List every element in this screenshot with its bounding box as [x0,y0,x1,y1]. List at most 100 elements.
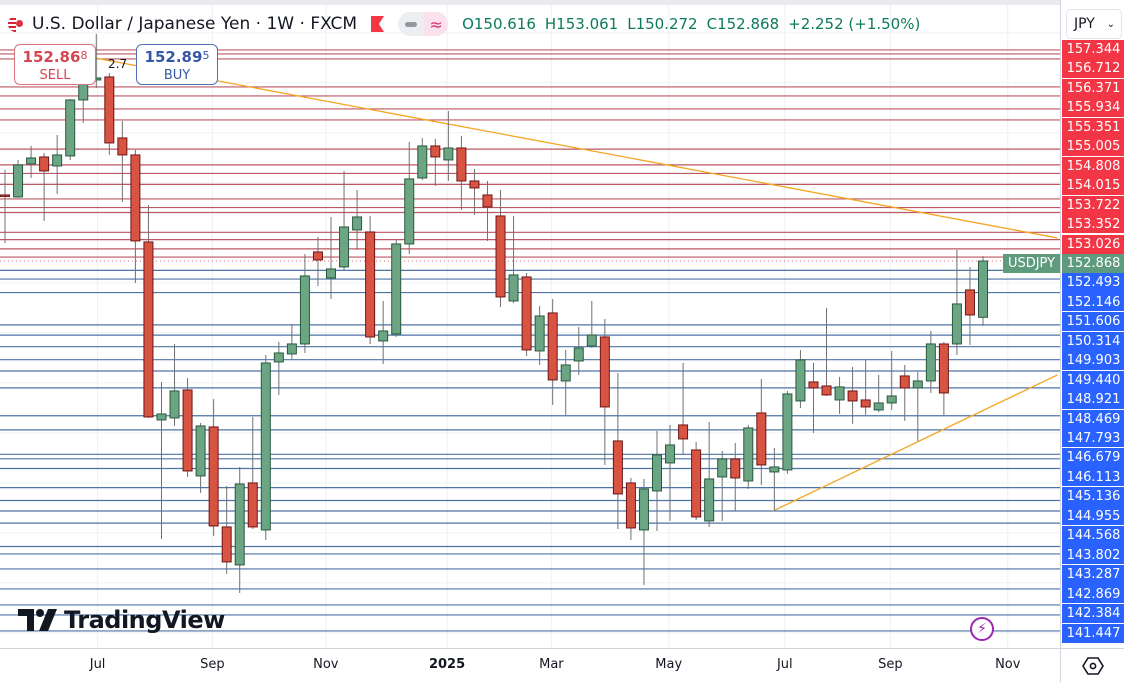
candle-down [730,458,741,479]
chevron-down-icon: ⌄ [1106,18,1115,30]
candle-down [821,385,832,396]
candle-up [195,425,206,477]
candle-up [65,99,76,157]
candle-up [665,444,676,464]
candle-down [430,145,441,158]
time-axis-label: Jul [89,657,106,672]
candle-down [247,482,258,528]
currency-dropdown[interactable]: JPY ⌄ [1066,9,1122,39]
indicator-toggle-pill[interactable]: ≈ [398,12,449,36]
close-value: C152.868 [706,15,780,33]
tradingview-logo[interactable]: TradingView [18,606,225,634]
candle-up [795,359,806,402]
candle-down [521,276,532,351]
candle-up [299,275,310,345]
candle-down [104,76,115,144]
chart-settings-button[interactable] [1060,648,1124,682]
time-axis[interactable]: Jul Sep Nov 2025 Mar May Jul Sep Nov [0,648,1060,682]
candle-up [391,243,402,335]
candle-down [39,156,50,172]
candle-up [925,343,936,382]
time-axis-label: Nov [313,657,339,672]
us-japan-flag-icon [8,16,24,32]
candle-up [717,458,728,478]
candle-down [0,194,10,197]
support-price-label: 145.136 [1062,487,1124,507]
candle-up [508,274,519,302]
low-value: L150.272 [627,15,698,33]
candle-down [547,312,558,381]
candle-down [117,137,128,156]
support-price-label: 146.113 [1062,467,1124,488]
resistance-price-label: 156.712 [1062,59,1124,79]
candle-up [912,380,923,389]
currency-value: JPY [1074,16,1095,32]
sell-button[interactable]: 152.868 SELL [14,44,96,85]
lightning-icon[interactable]: ⚡ [970,617,994,641]
candle-up [573,347,584,362]
buy-price: 152.89 [144,48,203,66]
time-axis-label: Nov [995,657,1021,672]
support-price-label: 149.903 [1062,351,1124,371]
candle-down [456,147,467,182]
minus-icon[interactable] [398,12,425,36]
buy-price-pip: 5 [202,49,210,62]
support-price-label: 144.955 [1062,506,1124,527]
candle-down [756,412,767,466]
tradingview-logo-icon [18,609,57,631]
candle-up [352,216,363,231]
support-price-label: 141.447 [1062,623,1124,643]
support-price-label: 143.802 [1062,545,1124,566]
resistance-price-label: 157.344 [1062,40,1124,60]
candle-up [782,393,793,471]
support-price-label: 143.287 [1062,565,1124,585]
candle-up [560,364,571,382]
candle-up [886,395,897,404]
candlestick-chart[interactable] [0,5,1060,648]
time-axis-label: Mar [539,657,564,672]
current-price-label: 152.868 [1062,253,1124,274]
candle-down [964,289,975,316]
support-price-label: 150.314 [1062,331,1124,352]
candle-down [469,180,480,189]
candle-down [482,194,493,208]
symbol-price-tag: USDJPY [1003,254,1060,273]
price-axis[interactable]: JPY ⌄ 157.344 156.712 156.371 155.934 155.35… [1060,0,1124,648]
resistance-price-label: 153.026 [1062,234,1124,254]
candle-up [834,386,845,401]
time-axis-label: May [655,657,683,672]
support-price-label: 146.679 [1062,448,1124,468]
change-value: +2.252 (+1.50%) [788,15,921,33]
sell-price: 152.86 [22,48,81,66]
symbol-header: U.S. Dollar / Japanese Yen · 1W · FXCM ≈… [8,11,920,37]
candle-down [599,336,610,408]
spread-value: 2.7 [108,57,128,71]
candle-up [156,413,167,421]
support-price-label: 147.793 [1062,429,1124,449]
candle-down [860,399,871,408]
buy-label: BUY [163,68,191,83]
candle-down [938,343,949,394]
approx-equal-icon[interactable]: ≈ [424,12,449,36]
trendline [94,57,1058,239]
support-price-label: 142.384 [1062,604,1124,624]
time-axis-label: 2025 [428,657,466,672]
time-axis-label: Jul [776,657,793,672]
candle-up [52,154,63,167]
support-price-label: 148.469 [1062,409,1124,429]
candle-down [182,389,193,472]
candle-up [704,478,715,522]
chart-pane[interactable] [0,5,1060,648]
candle-up [769,466,780,473]
candle-up [378,330,389,342]
candle-up [13,164,24,198]
buy-button[interactable]: 152.895 BUY [136,44,218,85]
support-price-label: 149.440 [1062,370,1124,391]
candle-up [260,362,271,531]
logo-text: TradingView [64,606,225,634]
red-flag-icon[interactable] [371,16,385,32]
candle-down [221,526,232,563]
resistance-price-label: 155.005 [1062,137,1124,157]
support-price-label: 148.921 [1062,390,1124,410]
symbol-title[interactable]: U.S. Dollar / Japanese Yen · 1W · FXCM [32,14,358,34]
